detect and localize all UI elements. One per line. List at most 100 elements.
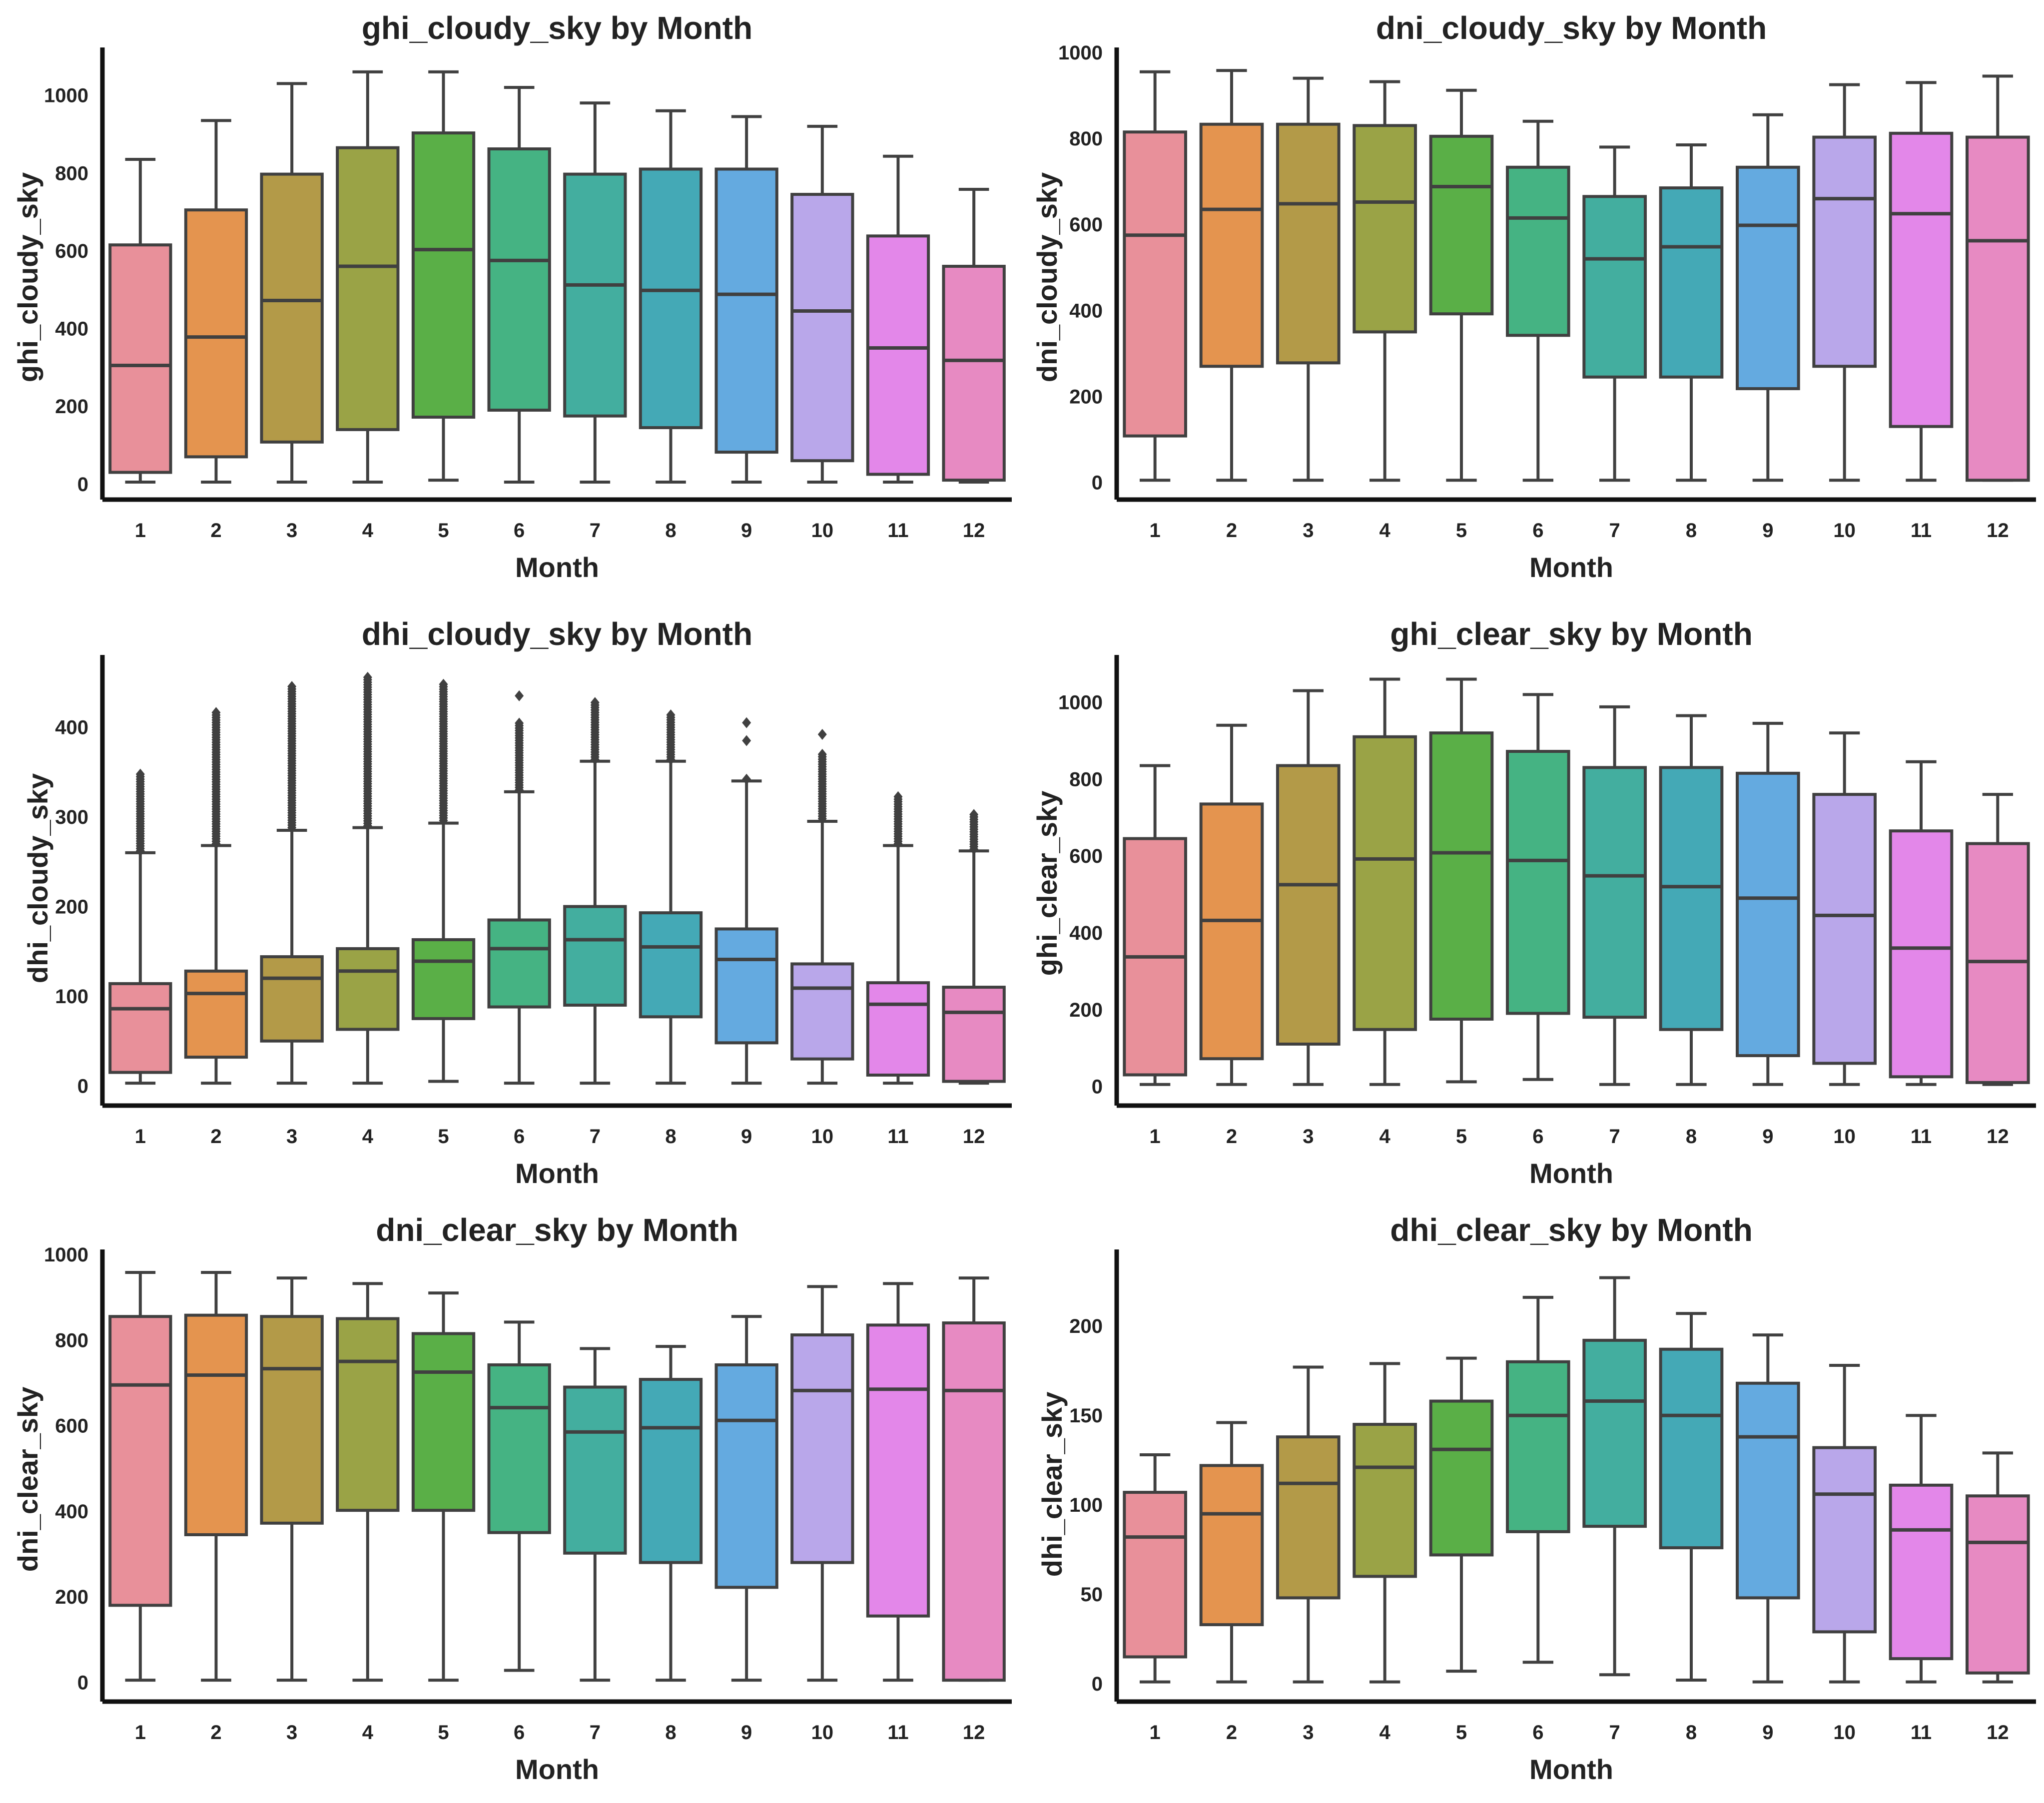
- box-month-10: [790, 728, 854, 1085]
- box-month-11: [1889, 81, 1954, 482]
- chart-title: dhi_cloudy_sky by Month: [362, 616, 752, 652]
- box-month-9: [1736, 721, 1800, 1086]
- x-tick-label: 8: [1686, 1722, 1697, 1744]
- iqr-box: [1736, 165, 1800, 390]
- x-tick-label: 6: [514, 520, 525, 542]
- ghi-cloudy-sky-panel: ghi_cloudy_sky by Month 0 200 400 600 800 100…: [12, 10, 1012, 583]
- y-tick-label: 150: [1069, 1405, 1103, 1427]
- box-month-8: [1659, 1312, 1724, 1682]
- iqr-box: [1659, 1347, 1724, 1550]
- x-tick-label: 5: [1456, 1126, 1467, 1148]
- x-axis-label: Month: [1529, 1158, 1613, 1189]
- box-month-2: [184, 1270, 248, 1682]
- iqr-box: [1199, 122, 1264, 368]
- x-tick-label: 1: [1150, 1126, 1161, 1148]
- box-month-11: [866, 154, 930, 484]
- iqr-box: [184, 208, 248, 459]
- y-tick-label: 100: [1069, 1494, 1103, 1516]
- box-month-1: [108, 768, 172, 1085]
- box-month-3: [260, 1276, 324, 1682]
- box-month-12: [1966, 793, 2030, 1086]
- iqr-box: [866, 234, 930, 476]
- iqr-box: [336, 1317, 400, 1512]
- iqr-box: [411, 131, 476, 419]
- x-tick-label: 1: [135, 1722, 146, 1744]
- x-tick-label: 1: [1150, 520, 1161, 542]
- iqr-box: [487, 918, 551, 1009]
- iqr-box: [1812, 135, 1877, 368]
- iqr-box: [1353, 1423, 1417, 1578]
- box-month-12: [1966, 74, 2030, 482]
- iqr-box: [1429, 1399, 1494, 1557]
- box-month-1: [108, 158, 172, 484]
- box-month-1: [1123, 764, 1187, 1086]
- iqr-box: [942, 986, 1006, 1083]
- box-month-5: [411, 678, 476, 1083]
- iqr-box: [1506, 750, 1570, 1015]
- y-tick-label: 0: [1092, 472, 1103, 494]
- y-tick-label: 1000: [44, 85, 88, 107]
- x-tick-label: 7: [1609, 1126, 1620, 1148]
- box-month-6: [487, 86, 551, 484]
- y-tick-label: 600: [1069, 845, 1103, 867]
- dni-cloudy-sky-panel: dni_cloudy_sky by Month 0 200 400 600 800 100…: [1031, 10, 2036, 583]
- iqr-box: [1506, 165, 1570, 337]
- x-axis-label: Month: [515, 1754, 599, 1785]
- iqr-box: [1123, 130, 1187, 438]
- box-month-9: [1736, 1333, 1800, 1684]
- outlier-point: [817, 748, 827, 760]
- x-tick-label: 11: [1911, 1126, 1932, 1148]
- iqr-box: [1123, 1491, 1187, 1659]
- iqr-box: [487, 1363, 551, 1534]
- box-month-12: [942, 809, 1006, 1085]
- x-tick-label: 9: [741, 1126, 752, 1148]
- y-tick-label: 600: [55, 240, 88, 262]
- x-tick-label: 1: [135, 1126, 146, 1148]
- x-tick-label: 9: [741, 520, 752, 542]
- x-tick-label: 7: [1609, 1722, 1620, 1744]
- iqr-box: [336, 947, 400, 1031]
- y-tick-label: 200: [55, 396, 88, 418]
- iqr-box: [336, 146, 400, 431]
- x-tick-label: 10: [1833, 1126, 1856, 1148]
- box-month-3: [1276, 1365, 1341, 1684]
- y-axis-label: dhi_cloudy_sky: [22, 773, 53, 983]
- x-tick-label: 8: [665, 1126, 676, 1148]
- iqr-box: [1429, 731, 1494, 1021]
- x-tick-label: 9: [741, 1722, 752, 1744]
- x-tick-label: 4: [1379, 520, 1391, 542]
- x-tick-label: 4: [362, 1126, 374, 1148]
- iqr-box: [714, 167, 778, 454]
- y-tick-label: 600: [55, 1415, 88, 1437]
- x-tick-label: 10: [811, 520, 834, 542]
- box-month-3: [260, 681, 324, 1085]
- box-month-8: [1659, 714, 1724, 1086]
- box-month-7: [563, 1347, 627, 1682]
- outlier-point: [969, 809, 979, 820]
- box-month-10: [790, 1285, 854, 1682]
- y-tick-label: 1000: [1058, 692, 1103, 714]
- x-tick-label: 3: [1303, 1722, 1314, 1744]
- x-axis-label: Month: [515, 552, 599, 583]
- box-month-5: [1429, 1356, 1494, 1673]
- box-month-2: [1199, 1421, 1264, 1684]
- box-month-7: [563, 101, 627, 484]
- x-tick-label: 4: [1379, 1722, 1391, 1744]
- y-tick-label: 300: [55, 806, 88, 828]
- iqr-box: [563, 905, 627, 1007]
- iqr-box: [108, 243, 172, 474]
- x-tick-label: 11: [887, 520, 908, 542]
- y-tick-label: 800: [1069, 768, 1103, 790]
- iqr-box: [1889, 131, 1954, 428]
- iqr-box: [714, 1363, 778, 1589]
- outlier-point: [742, 735, 751, 746]
- box-month-12: [942, 187, 1006, 484]
- x-tick-label: 7: [590, 1722, 601, 1744]
- x-tick-label: 12: [963, 520, 985, 542]
- box-month-2: [184, 707, 248, 1085]
- y-tick-label: 0: [77, 1076, 88, 1098]
- box-month-10: [1812, 1363, 1877, 1684]
- iqr-box: [1276, 122, 1341, 365]
